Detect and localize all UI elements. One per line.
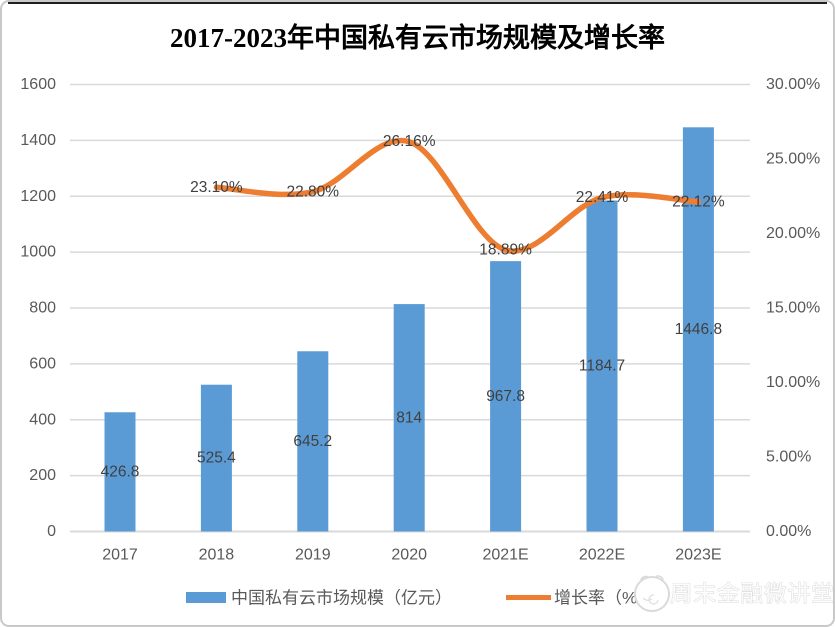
category-axis-labels: 2017 2018 2019 2020 2021E 2022E 2023E — [102, 547, 721, 564]
chart-title: 2017-2023年中国私有云市场规模及增长率 — [170, 23, 665, 53]
line-value-label: 22.41% — [576, 189, 629, 206]
category-label-2023E: 2023E — [675, 547, 721, 564]
line-value-label: 23.10% — [190, 179, 243, 196]
bar-2023E — [682, 127, 714, 532]
watermark-text: 周末金融微讲堂 — [670, 582, 835, 607]
bar-series — [104, 127, 714, 532]
bar-value-label: 525.4 — [197, 450, 236, 467]
left-axis-tick: 200 — [29, 467, 56, 484]
category-label-2019: 2019 — [295, 547, 331, 564]
bar-2022E — [586, 200, 618, 532]
right-axis-tick: 20.00% — [766, 225, 820, 242]
category-label-2018: 2018 — [199, 547, 235, 564]
left-axis-tick: 600 — [29, 355, 56, 372]
legend-bar-swatch — [186, 592, 226, 603]
category-label-2017: 2017 — [102, 547, 138, 564]
right-axis-tick: 30.00% — [766, 76, 820, 93]
legend-bar-label: 中国私有云市场规模（亿元） — [231, 589, 452, 608]
legend-line-label: 增长率（%） — [554, 589, 654, 608]
right-axis-tick: 25.00% — [766, 151, 820, 168]
watermark-logo-icon — [634, 576, 670, 612]
line-value-label: 26.16% — [383, 133, 436, 150]
left-axis-tick: 1200 — [20, 188, 56, 205]
bar-value-label: 426.8 — [101, 463, 140, 480]
line-value-label: 22.12% — [672, 193, 725, 210]
category-label-2021E: 2021E — [482, 547, 528, 564]
bar-value-label: 645.2 — [293, 433, 332, 450]
top-border-line — [8, 2, 827, 4]
bar-2018 — [200, 384, 232, 532]
right-axis-tick: 0.00% — [766, 523, 811, 540]
right-axis-tick: 10.00% — [766, 374, 820, 391]
growth-rate-line — [213, 137, 702, 254]
left-axis-ticks: 0 200 400 600 800 1000 1200 1400 1600 — [20, 76, 56, 540]
left-axis-tick: 800 — [29, 300, 56, 317]
line-value-label: 18.89% — [479, 242, 532, 259]
bar-value-label: 967.8 — [486, 388, 525, 405]
watermark: 周末金融微讲堂 — [634, 575, 835, 612]
line-data-labels: 23.10% 22.80% 26.16% 18.89% 22.41% 22.12% — [190, 133, 725, 258]
watermark-logo-face-icon — [642, 594, 659, 605]
line-series — [213, 137, 702, 254]
bar-data-labels: 426.8 525.4 645.2 814 967.8 1184.7 1446.8 — [101, 321, 723, 480]
legend: 中国私有云市场规模（亿元） 增长率（%） — [186, 589, 654, 608]
bar-value-label: 1446.8 — [675, 321, 722, 338]
left-axis-tick: 1600 — [20, 76, 56, 93]
category-label-2022E: 2022E — [579, 547, 625, 564]
bar-2017 — [104, 412, 136, 532]
right-axis-ticks: 0.00% 5.00% 10.00% 15.00% 20.00% 25.00% 30.00% — [766, 76, 820, 540]
left-axis-tick: 0 — [47, 523, 56, 540]
right-axis-tick: 5.00% — [766, 449, 811, 466]
watermark-logo-ears-icon — [640, 575, 664, 581]
bar-value-label: 1184.7 — [579, 358, 625, 375]
bar-2020 — [393, 304, 425, 532]
line-value-label: 22.80% — [287, 183, 340, 200]
bar-2019 — [297, 351, 329, 532]
right-axis-tick: 15.00% — [766, 300, 820, 317]
category-label-2020: 2020 — [391, 547, 427, 564]
left-axis-tick: 400 — [29, 411, 56, 428]
bar-2021E — [490, 261, 522, 532]
bar-value-label: 814 — [396, 409, 422, 426]
left-axis-tick: 1400 — [20, 132, 56, 149]
left-axis-tick: 1000 — [20, 244, 56, 261]
